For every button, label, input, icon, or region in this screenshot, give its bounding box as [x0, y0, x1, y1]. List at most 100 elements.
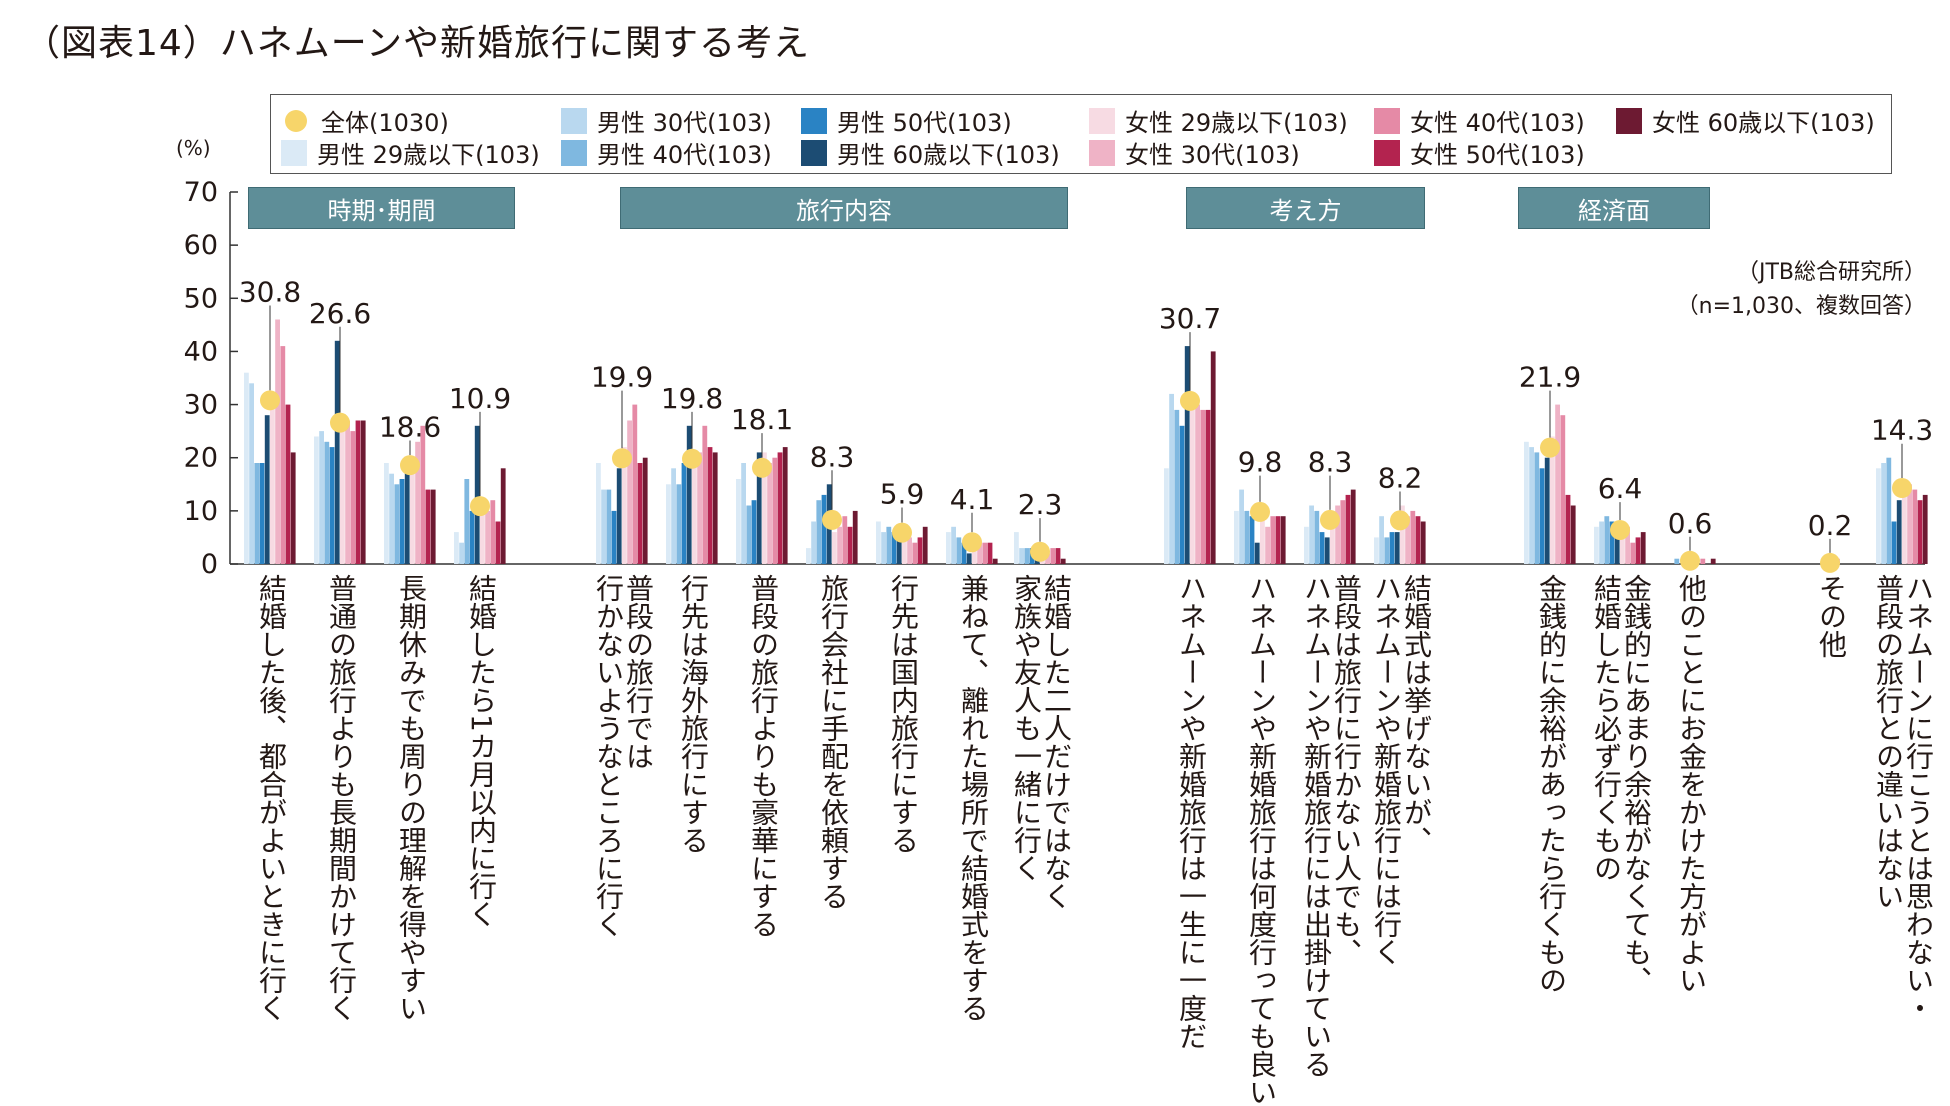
legend-label: 女性 29歳以下(103)	[1125, 109, 1348, 137]
bar	[1270, 516, 1276, 564]
bar	[464, 479, 470, 564]
overall-value-label: 8.3	[1308, 446, 1353, 479]
category-label: 他のことにお金をかけた方がよい	[1675, 574, 1708, 994]
overall-dot	[1820, 552, 1840, 573]
bar	[992, 558, 998, 564]
bar	[987, 542, 993, 564]
overall-value-label: 0.6	[1668, 507, 1713, 540]
legend: 全体(1030) 男性 29歳以下(103) 男性 30代(103) 男性 40代(1…	[270, 94, 1892, 174]
bar	[746, 505, 752, 564]
bar	[1275, 516, 1281, 564]
bar	[1234, 510, 1239, 564]
bar	[1570, 505, 1576, 564]
bar	[360, 420, 366, 564]
bar	[1195, 404, 1200, 564]
bar	[961, 542, 967, 564]
overall-dot	[612, 448, 632, 469]
bar	[1410, 510, 1416, 564]
overall-value-label: 2.3	[1018, 488, 1063, 521]
bar	[736, 479, 741, 564]
bar	[1614, 526, 1620, 564]
bar	[1881, 463, 1886, 564]
bar	[1309, 505, 1314, 564]
overall-value-label: 19.8	[661, 382, 723, 415]
y-tick-label: 50	[184, 283, 218, 314]
bar	[275, 319, 280, 564]
category-label: 普段の旅行よりも豪華にする	[747, 574, 780, 938]
bar	[1550, 436, 1555, 564]
bar	[1169, 393, 1174, 564]
overall-dot	[1610, 519, 1630, 540]
category-label: 金銭的に余裕があったら行くもの	[1535, 574, 1568, 994]
bar	[1280, 516, 1286, 564]
overall-dot	[752, 457, 772, 478]
bar	[702, 425, 708, 564]
category-label: 普段は旅行に行かない人でも、 ハネムーンや新婚旅行には出掛けている	[1300, 574, 1363, 1078]
bar	[1265, 526, 1270, 564]
legend-swatch	[281, 139, 307, 166]
bar	[389, 473, 394, 564]
bar	[1565, 494, 1571, 564]
bar	[816, 500, 822, 564]
category-label: 結婚したら1カ月以内に行く	[465, 574, 498, 928]
bar	[1205, 409, 1211, 564]
bar	[1640, 532, 1646, 564]
bar	[1420, 521, 1426, 564]
bar	[1912, 489, 1918, 564]
bar	[404, 463, 410, 564]
bar	[1389, 532, 1395, 564]
legend-item: 女性 50代(103)	[1374, 135, 1585, 170]
overall-dot	[400, 455, 420, 476]
bar	[632, 404, 638, 564]
bar	[917, 537, 923, 564]
bar	[1239, 489, 1244, 564]
category-label: 兼ねて、離れた場所で結婚式をする	[957, 574, 990, 1022]
legend-item: 男性 60歳以下(103)	[801, 135, 1060, 170]
legend-label: 男性 60歳以下(103)	[837, 141, 1060, 169]
y-tick-label: 20	[184, 443, 218, 474]
overall-dot	[1320, 509, 1340, 530]
bar	[1922, 494, 1928, 564]
legend-swatch	[1616, 107, 1642, 134]
bar	[762, 452, 767, 564]
category-label: その他	[1815, 574, 1848, 658]
category-label: 普通の旅行よりも長期間かけて行く	[325, 574, 358, 1022]
overall-dot	[1180, 390, 1200, 411]
bar	[480, 500, 485, 564]
bar	[340, 420, 345, 564]
overall-dot	[470, 496, 490, 517]
overall-dot	[330, 412, 350, 433]
bar	[1174, 409, 1180, 564]
bar	[782, 447, 788, 564]
bar	[1260, 510, 1265, 564]
bar	[891, 532, 897, 564]
bar	[1539, 468, 1545, 564]
category-label: 旅行会社に手配を依頼する	[817, 574, 850, 910]
bar	[1179, 425, 1185, 564]
bar	[259, 463, 265, 564]
bar	[912, 542, 918, 564]
bar	[270, 404, 275, 564]
legend-label: 女性 40代(103)	[1410, 109, 1585, 137]
overall-value-label: 18.6	[379, 410, 441, 443]
bar	[642, 457, 648, 564]
bar	[896, 532, 902, 564]
y-tick-label: 70	[184, 177, 218, 208]
legend-item: 女性 40代(103)	[1374, 103, 1585, 138]
bar	[1630, 542, 1636, 564]
overall-value-label: 8.3	[810, 440, 855, 473]
bar	[1024, 548, 1030, 564]
overall-value-label: 0.2	[1808, 509, 1853, 542]
bar	[1896, 500, 1902, 564]
bar	[886, 526, 892, 564]
bar	[881, 532, 886, 564]
bar	[319, 431, 324, 564]
overall-value-label: 10.9	[449, 382, 511, 415]
bar	[394, 484, 400, 564]
bar	[951, 526, 956, 564]
bar	[767, 463, 772, 564]
overall-value-label: 9.8	[1238, 446, 1283, 479]
overall-dot	[1390, 510, 1410, 531]
bar	[637, 463, 643, 564]
